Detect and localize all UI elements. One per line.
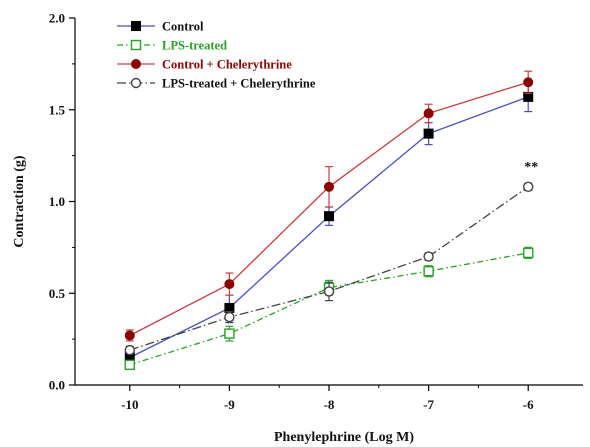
series-2-point-0: [124, 330, 135, 341]
series-1-line: [129, 252, 529, 366]
legend-marker-0: [131, 21, 141, 31]
x-tick-label-0: -10: [121, 397, 138, 412]
series-3-point-2: [323, 286, 335, 297]
y-tick-label-4: 2.0: [49, 11, 65, 26]
legend-item-2: Control + Chelerythrine: [117, 58, 292, 72]
series-0-line: [129, 96, 529, 359]
series-0-point-3: [423, 128, 434, 139]
series-1-point-4: [523, 247, 534, 259]
legend-item-1: LPS-treated: [117, 39, 227, 53]
series-3-point-1: [224, 311, 235, 323]
series-3: [124, 181, 534, 356]
series-3-point-0: [124, 344, 135, 356]
legend-marker-1: [130, 39, 142, 51]
series-2-point-3: [423, 108, 434, 119]
legend-marker-2: [131, 59, 141, 69]
legend-item-3: LPS-treated + Chelerythrine: [117, 77, 316, 91]
legend-label-3: LPS-treated + Chelerythrine: [162, 77, 316, 91]
axes: 0.0 0.5 1.0 1.5 2.0 -10 -9 -8 -7 -6: [49, 11, 583, 412]
x-tick-label-4: -6: [523, 397, 534, 412]
series-1: [124, 246, 534, 371]
series-3-point-4: [523, 181, 534, 193]
series-layer: [124, 70, 534, 371]
legend-label-1: LPS-treated: [162, 39, 227, 53]
x-tick-label-3: -7: [423, 397, 434, 412]
legend-label-2: Control + Chelerythrine: [162, 58, 292, 72]
series-3-point-3: [423, 251, 434, 262]
series-1-point-0: [124, 359, 135, 371]
y-axis-title: Contraction (g): [12, 155, 27, 247]
series-1-point-1: [224, 328, 235, 339]
series-2: [124, 70, 534, 342]
y-tick-label-0: 0.0: [49, 378, 65, 393]
legend-item-0: Control: [117, 20, 204, 34]
legend: Control LPS-treated Control + Chelerythrin…: [117, 20, 316, 91]
x-axis-title: Phenylephrine (Log M): [274, 430, 414, 445]
y-tick-label-3: 1.5: [49, 102, 66, 117]
series-1-point-3: [423, 266, 434, 277]
series-0: [124, 81, 534, 363]
series-2-point-1: [224, 279, 235, 290]
series-2-point-4: [523, 77, 534, 88]
legend-label-0: Control: [162, 20, 204, 34]
annotation-0: **: [524, 160, 538, 175]
series-2-point-2: [324, 181, 334, 192]
y-tick-label-2: 1.0: [49, 194, 65, 209]
y-tick-label-1: 0.5: [49, 286, 66, 301]
series-0-point-2: [324, 211, 334, 222]
annotations: **: [524, 160, 538, 175]
legend-marker-3: [130, 77, 142, 89]
x-tick-label-2: -8: [324, 397, 335, 412]
x-tick-label-1: -9: [224, 397, 235, 412]
series-3-line: [129, 186, 529, 351]
